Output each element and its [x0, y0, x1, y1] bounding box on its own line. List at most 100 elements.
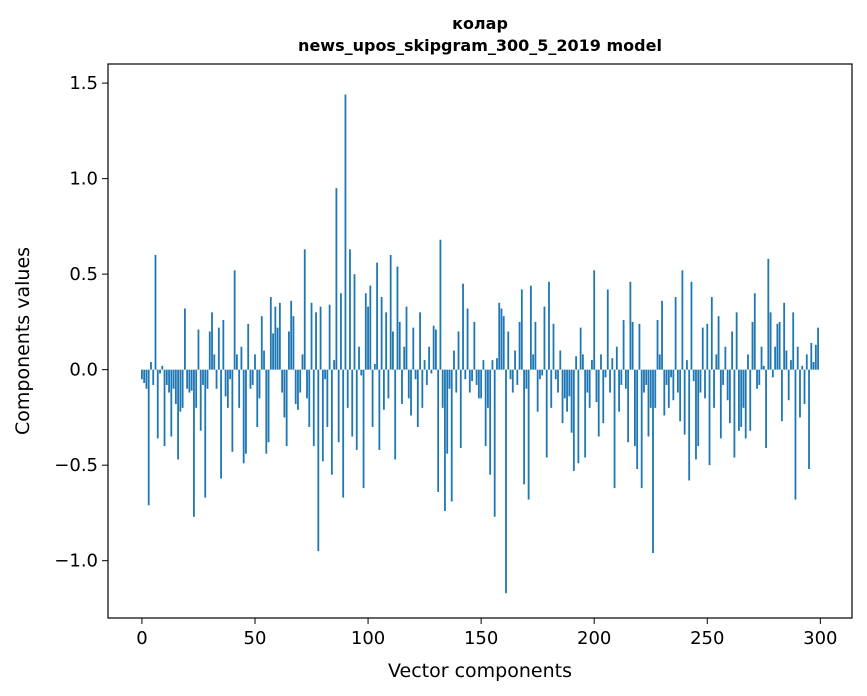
bar-component-122 — [416, 369, 419, 427]
bar-component-242 — [688, 369, 691, 481]
bar-component-232 — [665, 369, 668, 385]
bar-component-282 — [778, 321, 781, 370]
x-tick-label: 200 — [577, 628, 611, 649]
bar-component-87 — [337, 369, 340, 443]
bar-component-146 — [471, 369, 473, 382]
bar-component-187 — [563, 369, 566, 399]
bar-component-162 — [507, 331, 510, 370]
bar-component-21 — [188, 369, 191, 393]
bar-component-253 — [713, 369, 715, 408]
bar-component-160 — [502, 316, 505, 370]
y-tick-label: 0.5 — [69, 264, 98, 285]
bar-component-285 — [785, 350, 788, 370]
bar-component-155 — [491, 360, 494, 370]
bar-component-178 — [543, 306, 546, 370]
bar-component-65 — [288, 331, 290, 370]
bar-component-207 — [609, 369, 611, 393]
bar-component-266 — [742, 369, 745, 408]
bar-component-264 — [738, 369, 740, 431]
bar-component-18 — [181, 369, 184, 408]
bar-component-275 — [762, 365, 765, 370]
bar-component-173 — [532, 354, 535, 370]
bar-component-218 — [634, 369, 636, 447]
bar-component-82 — [326, 369, 329, 427]
bar-component-268 — [747, 354, 749, 370]
bar-component-139 — [455, 369, 458, 393]
bar-component-284 — [783, 302, 786, 370]
bar-component-225 — [649, 369, 652, 408]
bar-component-124 — [421, 369, 424, 408]
bar-component-259 — [726, 369, 729, 401]
bar-component-116 — [403, 346, 406, 370]
bar-component-33 — [215, 369, 218, 389]
bar-component-149 — [477, 369, 480, 399]
bar-component-106 — [380, 297, 383, 370]
bar-component-251 — [708, 369, 711, 466]
bar-component-76 — [312, 369, 315, 447]
bar-component-5 — [152, 369, 155, 385]
bar-component-67 — [292, 316, 295, 370]
bar-component-90 — [344, 94, 347, 370]
bar-component-142 — [462, 283, 464, 370]
bar-component-138 — [453, 350, 455, 370]
bar-component-114 — [398, 321, 401, 370]
bar-component-198 — [588, 369, 591, 408]
bar-component-166 — [516, 369, 519, 385]
bar-component-231 — [663, 369, 666, 416]
bar-component-193 — [577, 369, 580, 464]
bar-component-243 — [690, 281, 693, 370]
bar-component-200 — [593, 270, 596, 370]
bar-component-182 — [552, 323, 555, 370]
bar-component-7 — [156, 369, 159, 439]
bar-component-153 — [487, 369, 489, 408]
bar-component-107 — [382, 369, 385, 410]
bar-component-211 — [618, 369, 620, 412]
bar-component-189 — [568, 369, 571, 397]
chart-subtitle: news_upos_skipgram_300_5_2019 model — [298, 36, 662, 55]
bar-component-293 — [803, 369, 806, 405]
bar-component-9 — [161, 365, 164, 370]
bar-component-184 — [557, 369, 559, 393]
x-axis: 0 50 100 150 200 250 300 — [136, 618, 838, 649]
y-axis-label: Components values — [12, 247, 34, 435]
bar-component-110 — [389, 255, 392, 370]
bar-component-49 — [251, 369, 254, 385]
bar-component-27 — [202, 369, 204, 385]
bar-component-143 — [464, 369, 467, 380]
bar-component-281 — [776, 323, 779, 370]
bar-component-289 — [794, 369, 797, 500]
bar-component-72 — [303, 249, 306, 370]
bar-component-288 — [792, 312, 795, 370]
bar-component-175 — [536, 369, 539, 412]
bar-component-177 — [541, 369, 544, 376]
bar-component-112 — [394, 369, 397, 460]
bar-component-99 — [364, 293, 367, 370]
bar-component-215 — [627, 369, 630, 443]
bar-component-192 — [575, 356, 578, 370]
bar-component-197 — [586, 369, 589, 393]
bar-component-209 — [613, 369, 616, 489]
bar-component-42 — [236, 354, 238, 370]
bar-component-186 — [561, 369, 564, 424]
bar-component-147 — [473, 321, 476, 370]
bar-component-247 — [699, 369, 702, 393]
bar-component-185 — [559, 350, 562, 370]
bar-component-91 — [346, 369, 349, 408]
bar-component-38 — [226, 369, 229, 408]
bar-component-260 — [728, 369, 731, 424]
bar-component-202 — [597, 369, 600, 437]
bar-component-292 — [801, 365, 804, 370]
bar-component-210 — [615, 346, 618, 370]
bar-component-297 — [812, 362, 815, 370]
bar-component-235 — [672, 369, 675, 401]
bar-component-191 — [572, 369, 575, 471]
bar-component-54 — [263, 350, 265, 370]
bar-component-226 — [652, 369, 654, 554]
x-tick-label: 250 — [690, 628, 724, 649]
bar-component-236 — [674, 297, 677, 370]
bar-component-74 — [308, 369, 311, 427]
bar-component-2 — [145, 369, 148, 389]
bar-component-144 — [466, 308, 469, 370]
bar-component-1 — [143, 369, 146, 384]
